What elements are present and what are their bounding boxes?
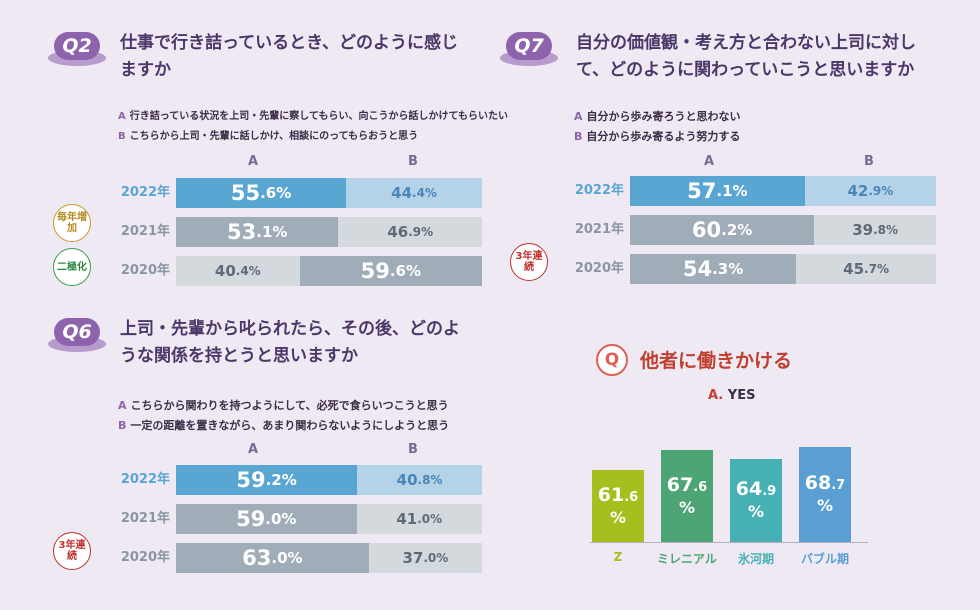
bar-a: 63.0% xyxy=(176,543,369,573)
bar-b: 44.4% xyxy=(346,178,482,208)
q6-title-line1: 上司・先輩から叱られたら、その後、どのよ xyxy=(120,319,460,339)
year-label: 2022年 xyxy=(120,472,170,487)
q2-tag-polarized: 二極化 xyxy=(53,248,91,286)
q2-col-b: B xyxy=(408,154,418,169)
row-2020年: 2020年 63.0% 37.0% xyxy=(114,543,484,573)
bar-a: 40.4% xyxy=(176,256,300,286)
q6-badge-label: Q6 xyxy=(54,318,100,346)
bar-a: 59.2% xyxy=(176,465,358,495)
bar-b: 42.9% xyxy=(804,176,936,206)
bar-a: 59.0% xyxy=(176,504,357,534)
q2-title: 仕事で行き詰っているとき、どのように感じ ますか xyxy=(120,30,500,84)
bar-a: 54.3% xyxy=(630,254,797,284)
q6-legend-a: A こちらから関わりを持つようにして、必死で食らいつこうと思う xyxy=(118,399,449,412)
q7-col-a: A xyxy=(704,154,715,169)
year-label: 2022年 xyxy=(120,185,170,200)
q6-col-b: B xyxy=(408,442,418,457)
q7-title: 自分の価値観・考え方と合わない上司に対し て、どのように関わっていこうと思います… xyxy=(576,30,966,84)
q2-legend-a: A 行き詰っている状況を上司・先輩に察してもらい、向こうから話しかけてもらいたい xyxy=(118,111,508,122)
q7-badge: Q7 xyxy=(500,32,558,68)
bar-b: 46.9% xyxy=(338,217,482,247)
yes-chart: 61.6% Z 67.6% ミレニアル 64.9% 氷河期 68.7% バブル期 xyxy=(590,410,870,570)
bar-a: 53.1% xyxy=(176,217,339,247)
row-2022年: 2022年 57.1% 42.9% xyxy=(568,176,938,206)
year-label: 2021年 xyxy=(120,224,170,239)
bar-b: 41.0% xyxy=(356,504,482,534)
row-2021年: 2021年 53.1% 46.9% xyxy=(114,217,484,247)
bar-a: 55.6% xyxy=(176,178,347,208)
year-label: 2020年 xyxy=(120,550,170,565)
yes-q-icon: Q xyxy=(596,344,628,376)
bar-b: 40.8% xyxy=(357,465,482,495)
yes-category-label: 氷河期 xyxy=(737,552,774,566)
bar-b: 39.8% xyxy=(814,215,936,245)
bar-a: 60.2% xyxy=(630,215,815,245)
q7-badge-label: Q7 xyxy=(506,32,552,60)
q2-chart: 2022年 55.6% 44.4% 2021年 53.1% 46.9% 2020年 40.4%… xyxy=(114,178,484,288)
yes-bar: 61.6% xyxy=(592,470,644,542)
q6-chart: 2022年 59.2% 40.8% 2021年 59.0% 41.0% 2020年 63.0%… xyxy=(114,465,484,575)
q6-legend-b: B 一定の距離を置きながら、あまり関わらないようにしようと思う xyxy=(118,419,450,432)
year-label: 2020年 xyxy=(120,263,170,278)
yes-bar: 68.7% xyxy=(799,446,851,542)
q6-col-a: A xyxy=(248,442,259,457)
q2-legend-b: B こちらから上司・先輩に話しかけ、相談にのってもらおうと思う xyxy=(118,131,419,142)
q2-legend: A 行き詰っている状況を上司・先輩に察してもらい、向こうから話しかけてもらいたい … xyxy=(118,107,508,147)
row-2021年: 2021年 59.0% 41.0% xyxy=(114,504,484,534)
q2-tag-increase: 毎年増加 xyxy=(53,204,91,242)
q2-badge-label: Q2 xyxy=(54,32,100,60)
q7-title-line2: て、どのように関わっていこうと思いますか xyxy=(576,60,915,80)
year-label: 2021年 xyxy=(120,511,170,526)
year-label: 2022年 xyxy=(574,183,624,198)
row-2022年: 2022年 59.2% 40.8% xyxy=(114,465,484,495)
year-label: 2021年 xyxy=(574,222,624,237)
row-2021年: 2021年 60.2% 39.8% xyxy=(568,215,938,245)
bar-b: 45.7% xyxy=(796,254,936,284)
q7-legend-a: A 自分から歩み寄ろうと思わない xyxy=(574,110,741,123)
q6-legend: A こちらから関わりを持つようにして、必死で食らいつこうと思う B 一定の距離を置き… xyxy=(118,396,449,436)
row-2022年: 2022年 55.6% 44.4% xyxy=(114,178,484,208)
bar-b: 59.6% xyxy=(299,256,482,286)
yes-category-label: バブル期 xyxy=(800,552,849,566)
q2-badge: Q2 xyxy=(48,32,106,68)
row-2020年: 2020年 54.3% 45.7% xyxy=(568,254,938,284)
yes-title: 他者に働きかける xyxy=(640,350,793,372)
q2-title-line1: 仕事で行き詰っているとき、どのように感じ xyxy=(120,33,458,53)
yes-bar: 64.9% xyxy=(730,459,782,542)
q7-col-b: B xyxy=(864,154,874,169)
yes-category-label: Z xyxy=(613,550,623,564)
q6-title: 上司・先輩から叱られたら、その後、どのよ うな関係を持とうと思いますか xyxy=(120,316,500,370)
baseline xyxy=(590,542,868,543)
q6-title-line2: うな関係を持とうと思いますか xyxy=(120,346,358,366)
bar-b: 37.0% xyxy=(368,543,482,573)
q7-tag-three-years: 3年連続 xyxy=(510,243,548,281)
q6-tag-three-years: 3年連続 xyxy=(53,532,91,570)
q7-title-line1: 自分の価値観・考え方と合わない上司に対し xyxy=(576,33,916,53)
q7-legend-b: B 自分から歩み寄るよう努力する xyxy=(574,130,741,143)
q7-chart: 2022年 57.1% 42.9% 2021年 60.2% 39.8% 2020年 54.3%… xyxy=(568,176,938,286)
q2-col-a: A xyxy=(248,154,259,169)
yes-subtitle: A. YES xyxy=(708,388,756,403)
q6-badge: Q6 xyxy=(48,318,106,354)
year-label: 2020年 xyxy=(574,261,624,276)
q7-legend: A 自分から歩み寄ろうと思わない B 自分から歩み寄るよう努力する xyxy=(574,107,741,147)
yes-bar: 67.6% xyxy=(661,450,713,542)
row-2020年: 2020年 40.4% 59.6% xyxy=(114,256,484,286)
bar-a: 57.1% xyxy=(630,176,805,206)
yes-category-label: ミレニアル xyxy=(657,552,717,566)
q2-title-line2: ますか xyxy=(120,60,171,80)
